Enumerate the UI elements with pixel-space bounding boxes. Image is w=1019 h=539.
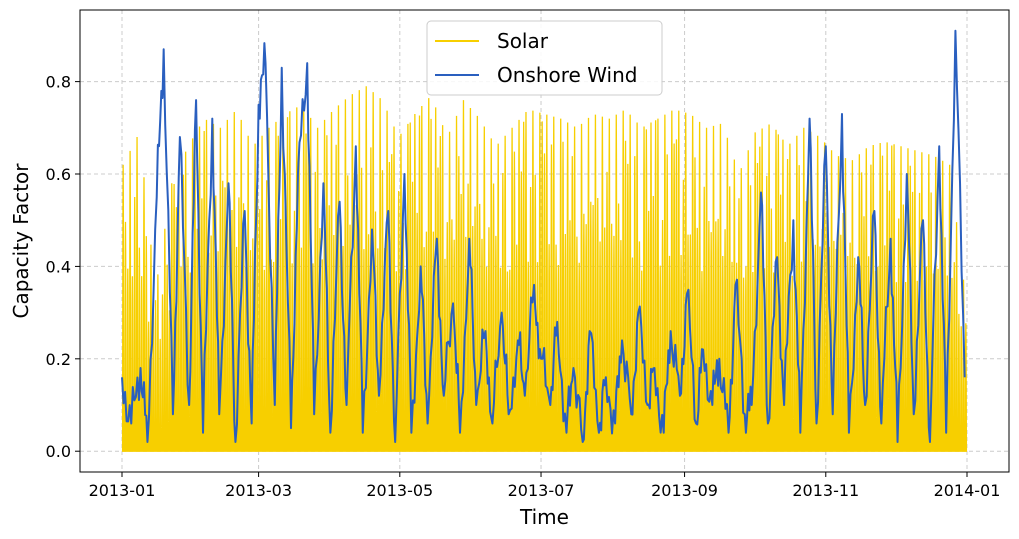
x-tick-label: 2014-01	[934, 481, 1001, 500]
solar-series-line	[121, 86, 968, 452]
legend-label: Solar	[497, 29, 549, 53]
x-tick-label: 2013-07	[508, 481, 575, 500]
y-tick-label: 0.6	[46, 165, 71, 184]
x-axis-ticks: 2013-01 2013-03 2013-05 2013-07 2013-09 2013-…	[89, 472, 1001, 500]
x-tick-label: 2013-01	[89, 481, 156, 500]
y-tick-label: 0.8	[46, 73, 71, 92]
series-layer	[121, 29, 968, 452]
y-axis-title: Capacity Factor	[9, 163, 33, 319]
x-axis-title: Time	[519, 505, 569, 529]
legend-label: Onshore Wind	[497, 63, 637, 87]
y-tick-label: 0.2	[46, 350, 71, 369]
plot-frame	[79, 9, 1010, 473]
legend: Solar Onshore Wind	[426, 20, 663, 96]
x-tick-label: 2013-05	[366, 481, 433, 500]
y-tick-label: 0.0	[46, 442, 71, 461]
y-tick-label: 0.4	[46, 257, 71, 276]
x-tick-label: 2013-09	[651, 481, 718, 500]
legend-box	[426, 20, 663, 96]
x-tick-label: 2013-11	[792, 481, 859, 500]
x-tick-label: 2013-03	[225, 481, 292, 500]
y-axis-ticks: 0.0 0.2 0.4 0.6 0.8	[46, 73, 80, 461]
onshore-wind-series-line	[121, 29, 966, 443]
